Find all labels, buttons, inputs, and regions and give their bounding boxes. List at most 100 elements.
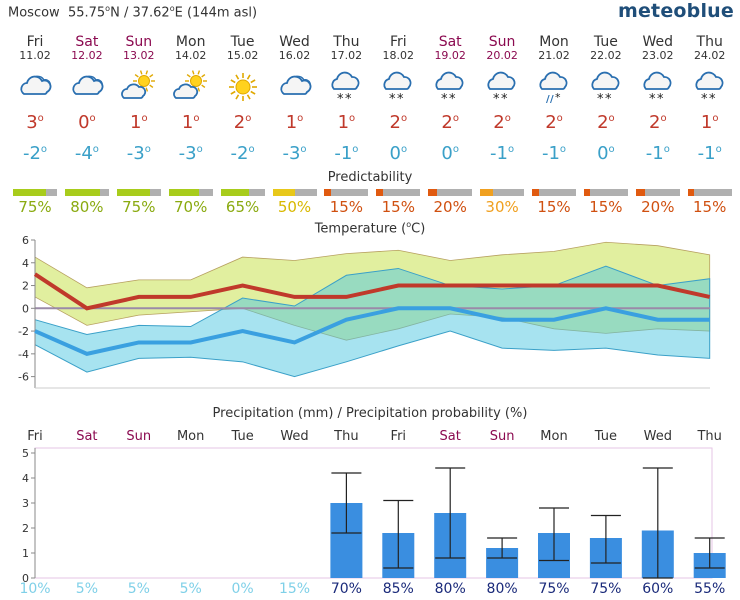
- degree-symbol: o: [608, 144, 615, 155]
- precip-day-name: Sat: [76, 429, 98, 444]
- snow-icon: * *: [383, 71, 412, 104]
- max-temperature: 2o: [217, 112, 269, 133]
- degree-symbol: o: [144, 144, 151, 155]
- temperature-title-text: Temperature (: [314, 221, 407, 237]
- max-temperature-value: 1: [130, 112, 142, 133]
- snow-icon: * *: [591, 71, 620, 104]
- degree-symbol: o: [715, 144, 722, 155]
- precip-day-name: Wed: [643, 429, 672, 444]
- max-temperature-value: 2: [597, 112, 609, 133]
- min-temperature-value: -3: [178, 143, 197, 164]
- predictability-percent: 15%: [537, 198, 571, 216]
- snow-icon: * *: [643, 71, 672, 104]
- svg-text:*: *: [389, 92, 396, 104]
- predictability-fill: [168, 189, 200, 196]
- day-date: 12.02: [71, 49, 103, 62]
- min-temperature: 0o: [580, 143, 632, 164]
- day-name: Mon: [175, 34, 206, 50]
- svg-text:*: *: [555, 91, 561, 104]
- partly-sunny-icon: [172, 70, 207, 99]
- min-temperature: -1o: [684, 143, 736, 164]
- precip-probability: 15%: [278, 581, 311, 597]
- degree-symbol: o: [556, 113, 563, 124]
- predictability-percent: 80%: [70, 198, 104, 216]
- degree-symbol: o: [89, 113, 96, 124]
- predictability-bar: [376, 189, 421, 196]
- day-name: Sat: [75, 34, 99, 50]
- degree-symbol: o: [663, 144, 670, 155]
- svg-text:*: *: [449, 92, 456, 104]
- min-temp-range-band: [34, 265, 711, 378]
- precipitation-chart: 0 1 2 3 4 5: [22, 447, 726, 584]
- longitude: 37.62: [132, 5, 170, 21]
- temperature-title-degree: o: [406, 220, 412, 229]
- precip-day-name: Thu: [334, 429, 359, 444]
- predictability-fill: [687, 189, 695, 196]
- degree-symbol: o: [559, 144, 567, 155]
- predictability-percent: 70%: [174, 198, 208, 216]
- day-date: 16.02: [278, 49, 311, 62]
- predictability-bar: [13, 189, 57, 196]
- min-temperature: -3o: [165, 143, 217, 164]
- predictability-bar: [687, 189, 732, 196]
- predictability-percent: 15%: [589, 198, 623, 216]
- min-temperature-value: 0: [389, 143, 401, 164]
- temp-y-tick-label: 0: [22, 302, 29, 315]
- predictability-fill: [480, 189, 494, 196]
- max-temperature: 1o: [269, 112, 321, 133]
- max-temperature-value: 0: [78, 112, 90, 133]
- day-column: Tue 22.02: [580, 34, 632, 62]
- degree-symbol: o: [452, 144, 459, 155]
- max-temperature-value: 2: [441, 112, 453, 133]
- temperature-title: Temperature (oC): [0, 220, 740, 236]
- svg-text:*: *: [501, 92, 508, 104]
- degree-symbol: o: [193, 113, 200, 124]
- degree-symbol: o: [400, 144, 408, 155]
- snow-icon: * *: [695, 71, 724, 104]
- day-name: Wed: [279, 34, 310, 50]
- day-date: 15.02: [226, 49, 259, 62]
- temp-y-tick-label: -4: [18, 348, 29, 361]
- predictability-percent: 50%: [277, 198, 312, 216]
- min-temperature-value: -1: [490, 143, 508, 164]
- sleet-icon: / / *: [539, 71, 568, 104]
- predictability-fill: [324, 189, 331, 196]
- snow-icon: * *: [331, 71, 360, 104]
- day-name: Sun: [125, 34, 153, 50]
- predictability-bar: [635, 189, 680, 196]
- meteoblue-logo[interactable]: meteoblue: [617, 0, 734, 22]
- min-temperature: -1o: [632, 143, 684, 164]
- precip-day-name: Mon: [540, 429, 568, 444]
- day-date: 17.02: [330, 49, 363, 62]
- degree-symbol: o: [37, 113, 44, 124]
- min-temperature: -2o: [9, 143, 61, 164]
- precip-y-tick-label: 0: [22, 572, 29, 584]
- predictability-bar: [272, 189, 317, 196]
- svg-text:*: *: [337, 92, 344, 104]
- max-temperature: 1o: [165, 112, 217, 133]
- degree-symbol: o: [196, 144, 203, 155]
- lon-degree: o: [169, 4, 175, 13]
- day-name: Fri: [26, 34, 44, 50]
- location-header: Moscow 55.75oN / 37.62oE (144m asl): [8, 4, 257, 20]
- max-temp-line: [33, 272, 711, 311]
- degree-symbol: o: [400, 113, 408, 124]
- day-name: Thu: [333, 34, 360, 50]
- cloudy-icon: [72, 75, 104, 95]
- min-temperature: -3o: [113, 143, 165, 164]
- min-temperature-value: -1: [541, 143, 560, 164]
- degree-symbol: o: [452, 113, 459, 124]
- temp-y-tick-label: -2: [18, 325, 29, 338]
- precip-probability: 80%: [486, 581, 518, 597]
- precip-day-name: Sun: [126, 429, 152, 444]
- day-name: Tue: [593, 34, 618, 50]
- day-name: Tue: [230, 34, 255, 50]
- altitude: (144m asl): [186, 5, 258, 21]
- min-temperature: -4o: [61, 143, 113, 164]
- precip-day-name: Wed: [280, 429, 309, 444]
- max-temperature-value: 2: [545, 112, 557, 133]
- day-name: Mon: [539, 34, 569, 50]
- max-temperature-value: 2: [233, 112, 246, 133]
- day-column: Thu 17.02: [320, 34, 372, 62]
- max-temperature-value: 1: [700, 112, 713, 133]
